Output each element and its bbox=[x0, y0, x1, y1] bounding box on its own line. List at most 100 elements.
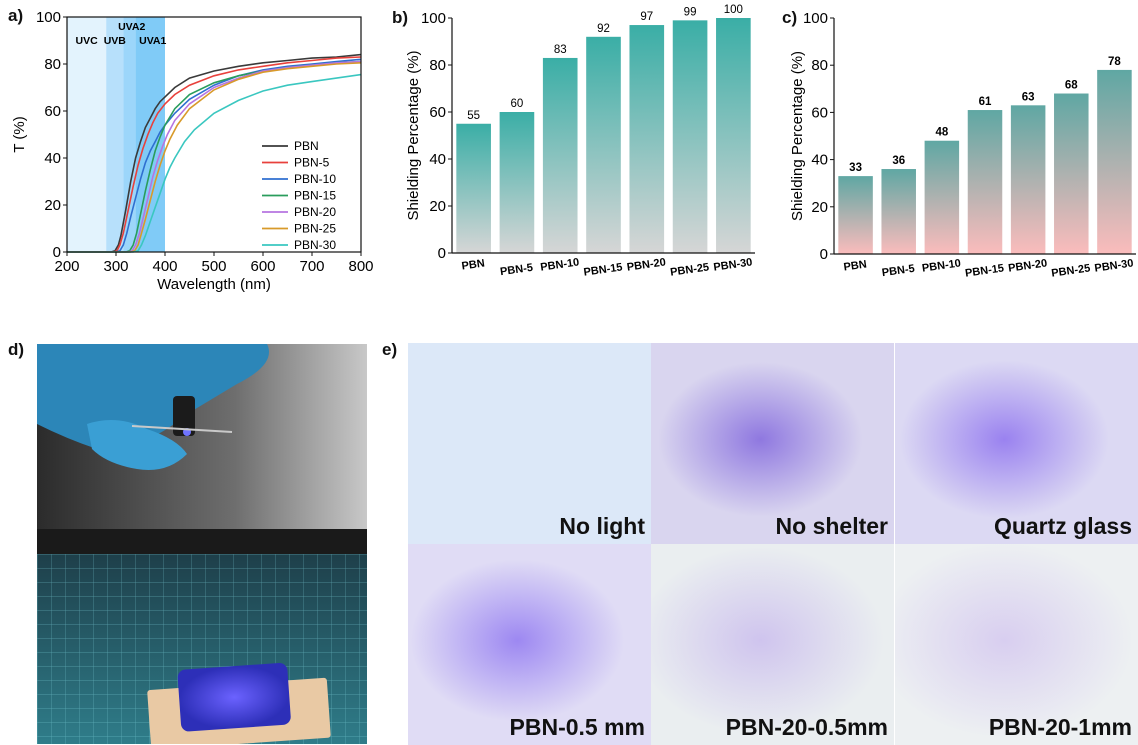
bar-pbn bbox=[838, 176, 873, 254]
category-label: PBN-10 bbox=[921, 257, 961, 274]
category-label: PBN-5 bbox=[881, 263, 915, 279]
bar-value-label: 78 bbox=[1108, 56, 1121, 68]
y-axis-title: T (%) bbox=[11, 116, 28, 152]
bar-pbn-10 bbox=[924, 140, 960, 254]
category-label: PBN bbox=[843, 258, 868, 273]
bar-value-label: 36 bbox=[892, 155, 905, 167]
y-tick-label: 40 bbox=[429, 151, 446, 168]
bar-value-label: 61 bbox=[979, 96, 992, 108]
y-tick-label: 20 bbox=[429, 198, 446, 215]
y-tick-label: 40 bbox=[811, 152, 828, 169]
series-line-pbn-30 bbox=[67, 73, 362, 253]
bar-pbn-15 bbox=[967, 110, 1003, 254]
bar-pbn-30 bbox=[1097, 69, 1132, 254]
bar-value-label: 60 bbox=[511, 98, 524, 110]
category-label: PBN-15 bbox=[964, 262, 1004, 279]
bar-pbn-5 bbox=[881, 169, 916, 254]
panel-label-d: d) bbox=[8, 340, 25, 359]
bar-pbn-20 bbox=[1010, 105, 1046, 254]
shielding-bar-chart-b: 55 PBN 60 PBN-5 83 PBN-10 92 PBN-15 97 PBN-20 99 PB… bbox=[405, 4, 755, 279]
bar-pbn-25 bbox=[672, 20, 708, 253]
uv-test-card-grid: No light No shelter Quartz glass PBN-0.5… bbox=[408, 343, 1138, 745]
series-line-pbn-10 bbox=[67, 58, 362, 253]
bar-value-label: 97 bbox=[640, 11, 653, 23]
y-axis-title: Shielding Percentage (%) bbox=[789, 51, 806, 221]
category-label: PBN-20 bbox=[1008, 257, 1048, 274]
y-tick-label: 0 bbox=[820, 246, 828, 263]
caption-quartz-glass: Quartz glass bbox=[993, 513, 1132, 539]
uv-flashlight-photo bbox=[37, 344, 367, 744]
y-tick-label: 20 bbox=[811, 199, 828, 216]
category-label: PBN-30 bbox=[1094, 257, 1134, 274]
legend-label-pbn: PBN bbox=[294, 139, 319, 153]
bar-value-label: 55 bbox=[467, 110, 480, 122]
bar-value-label: 48 bbox=[935, 127, 948, 139]
caption-pbn-20-0-5mm: PBN-20-0.5mm bbox=[725, 714, 888, 740]
bar-pbn-30 bbox=[716, 18, 751, 253]
legend-label-pbn-5: PBN-5 bbox=[294, 156, 330, 170]
x-tick-label: 700 bbox=[299, 258, 324, 275]
bar-value-label: 63 bbox=[1022, 91, 1035, 103]
bar-value-label: 68 bbox=[1065, 80, 1078, 92]
test-card-pbn-0-5mm: PBN-0.5 mm bbox=[408, 544, 651, 745]
y-tick-label: 80 bbox=[429, 57, 446, 74]
panel-label-e: e) bbox=[382, 340, 398, 359]
bar-value-label: 99 bbox=[684, 6, 697, 18]
band-label-uva2: UVA2 bbox=[118, 21, 145, 33]
y-tick-label: 100 bbox=[421, 10, 446, 27]
bar-pbn-15 bbox=[586, 36, 621, 253]
panel-label-b: b) bbox=[392, 8, 409, 27]
y-tick-label: 0 bbox=[53, 244, 61, 261]
x-tick-label: 800 bbox=[348, 258, 373, 275]
category-label: PBN-20 bbox=[626, 256, 666, 273]
series-line-pbn bbox=[67, 53, 362, 253]
y-tick-label: 100 bbox=[36, 9, 61, 26]
bar-pbn-20 bbox=[629, 25, 665, 253]
caption-no-light: No light bbox=[559, 513, 645, 539]
category-label: PBN-25 bbox=[1051, 262, 1091, 279]
band-uvc bbox=[67, 17, 107, 252]
bar-value-label: 100 bbox=[724, 4, 743, 16]
bar-pbn-10 bbox=[542, 57, 578, 254]
panel-label-a: a) bbox=[8, 6, 24, 25]
x-tick-label: 300 bbox=[103, 258, 128, 275]
bar-value-label: 92 bbox=[597, 23, 610, 35]
bar-pbn bbox=[456, 123, 491, 253]
caption-pbn-20-1mm: PBN-20-1mm bbox=[988, 714, 1132, 740]
caption-pbn-0-5mm: PBN-0.5 mm bbox=[509, 714, 645, 740]
bar-value-label: 33 bbox=[849, 162, 862, 174]
uv-flashlight-photo-drawing bbox=[37, 344, 367, 744]
x-tick-label: 500 bbox=[201, 258, 226, 275]
category-label: PBN-15 bbox=[583, 261, 623, 278]
category-label: PBN-10 bbox=[540, 256, 580, 273]
legend-label-pbn-20: PBN-20 bbox=[294, 205, 336, 219]
band-label-uvb: UVB bbox=[104, 35, 127, 47]
transmittance-line-chart: UVC UVB UVA2 UVA1 200 300 400 500 600 700 800 0 20 40… bbox=[11, 9, 374, 293]
band-label-uva1: UVA1 bbox=[139, 35, 166, 47]
caption-no-shelter: No shelter bbox=[775, 513, 888, 539]
test-card-quartz-glass: Quartz glass bbox=[895, 343, 1138, 544]
y-tick-label: 0 bbox=[438, 245, 446, 262]
test-card-no-shelter: No shelter bbox=[651, 343, 894, 544]
bar-pbn-5 bbox=[499, 112, 535, 253]
shielding-bar-chart-c: 33 PBN 36 PBN-5 48 PBN-10 61 PBN-15 63 PBN-20 68 PB… bbox=[789, 10, 1136, 280]
x-tick-label: 400 bbox=[152, 258, 177, 275]
y-tick-label: 100 bbox=[803, 10, 828, 27]
y-tick-label: 40 bbox=[44, 150, 61, 167]
y-tick-label: 20 bbox=[44, 197, 61, 214]
legend-label-pbn-10: PBN-10 bbox=[294, 172, 336, 186]
y-tick-label: 60 bbox=[44, 103, 61, 120]
bar-value-label: 83 bbox=[554, 44, 567, 56]
legend-label-pbn-30: PBN-30 bbox=[294, 238, 336, 252]
y-tick-label: 60 bbox=[429, 104, 446, 121]
test-card-pbn-20-0-5mm: PBN-20-0.5mm bbox=[651, 544, 894, 745]
y-tick-label: 80 bbox=[44, 56, 61, 73]
y-axis-title: Shielding Percentage (%) bbox=[405, 50, 422, 220]
series-line-pbn-20 bbox=[67, 60, 362, 253]
series-line-pbn-5 bbox=[67, 56, 362, 253]
legend-label-pbn-15: PBN-15 bbox=[294, 189, 336, 203]
category-label: PBN-30 bbox=[713, 256, 753, 273]
category-label: PBN-25 bbox=[669, 261, 709, 278]
test-card-pbn-20-1mm: PBN-20-1mm bbox=[895, 544, 1138, 745]
series-line-pbn-25 bbox=[67, 62, 362, 253]
